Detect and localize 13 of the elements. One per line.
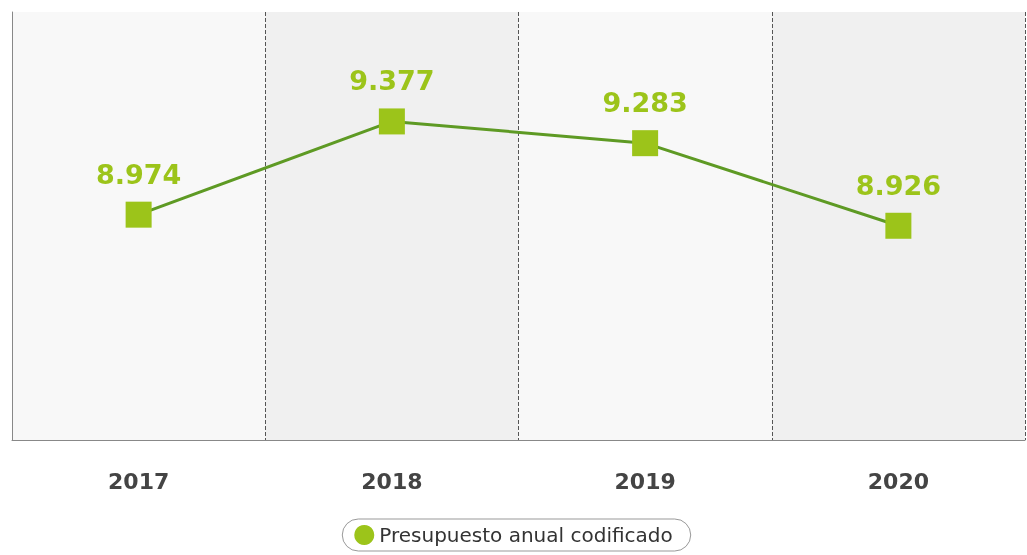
- x-tick-label: 2020: [867, 468, 929, 494]
- x-tick-label: 2018: [361, 468, 423, 494]
- data-label: 8.974: [95, 158, 182, 190]
- data-label: 9.377: [349, 65, 435, 97]
- x-tick-label: 2017: [108, 468, 170, 494]
- point: [885, 212, 912, 239]
- data-label: 9.283: [602, 87, 688, 119]
- point: [125, 201, 152, 228]
- legend-label: Presupuesto anual codificado: [379, 523, 673, 547]
- point: [632, 130, 659, 157]
- x-tick-label: 2019: [614, 468, 676, 494]
- point: [378, 108, 405, 135]
- data-label: 8.926: [855, 169, 942, 201]
